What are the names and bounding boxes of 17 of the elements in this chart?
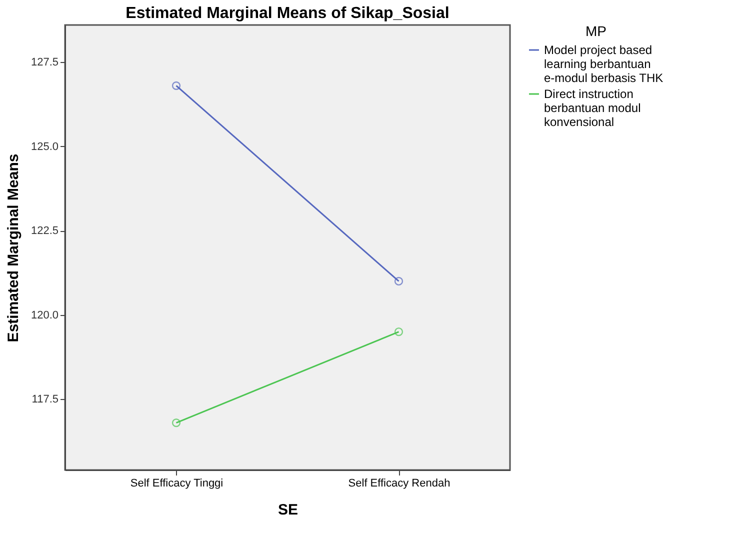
legend-label: Model project based learning berbantuan e-modul berbasis THK <box>544 43 664 85</box>
legend-title: MP <box>586 23 606 39</box>
point <box>394 327 404 336</box>
point <box>394 276 404 286</box>
y-tick-label: 125.0 <box>30 140 58 153</box>
legend-label: Direct instruction berbantuan modul konvensional <box>544 87 641 129</box>
x-axis-title: SE <box>278 502 298 518</box>
chart-title: Estimated Marginal Means of Sikap_Sosial <box>126 5 450 22</box>
y-axis-title: Estimated Marginal Means <box>4 154 22 342</box>
y-tick-label: 122.5 <box>30 225 58 238</box>
y-tick-label: 120.0 <box>30 309 58 322</box>
point <box>172 418 181 428</box>
x-tick-label: Self Efficacy Rendah <box>348 478 450 490</box>
point <box>172 81 181 90</box>
y-tick-label: 127.5 <box>30 56 58 69</box>
x-tick-label: Self Efficacy Tinggi <box>130 478 224 490</box>
y-tick-label: 117.5 <box>32 394 58 406</box>
